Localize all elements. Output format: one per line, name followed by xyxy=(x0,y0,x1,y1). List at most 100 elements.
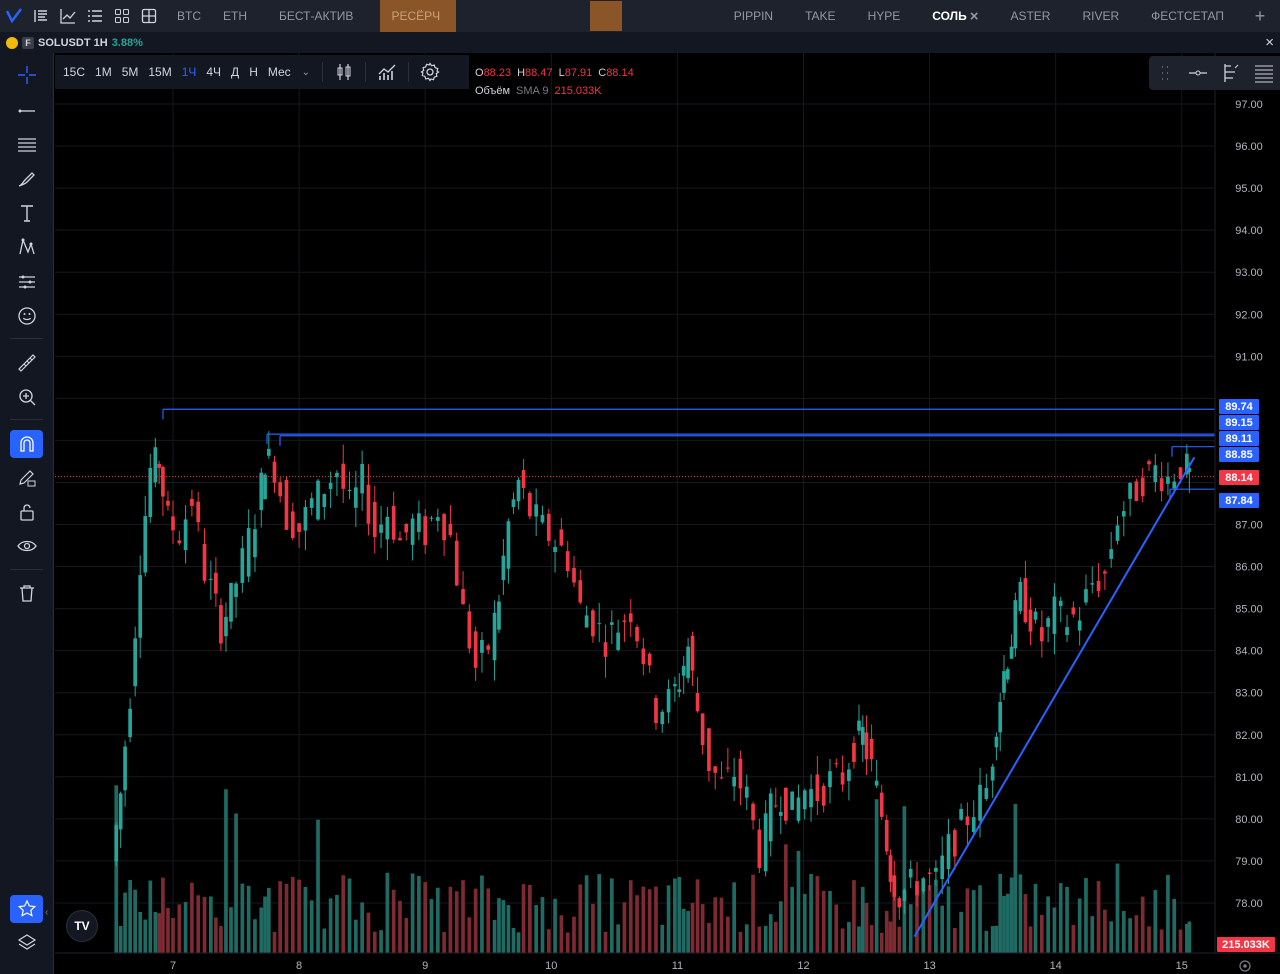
tradingview-logo[interactable]: TV xyxy=(66,910,98,942)
level-badge[interactable] xyxy=(1219,399,1259,414)
tab-right-3[interactable]: СОЛЬ × xyxy=(916,0,994,32)
candle-body xyxy=(1071,607,1076,615)
interval-2[interactable]: 5М xyxy=(121,65,139,79)
indicators-icon[interactable] xyxy=(372,55,402,89)
lock-icon[interactable] xyxy=(10,498,43,526)
collapse-toolbar-arrow-icon[interactable]: ‹ xyxy=(45,906,49,918)
drag-handle-icon[interactable] xyxy=(1154,62,1176,84)
close-symbol-button[interactable]: × xyxy=(1265,34,1274,51)
settings-icon[interactable] xyxy=(415,55,445,89)
tab-left-1[interactable]: ETH xyxy=(212,0,258,32)
trash-icon[interactable] xyxy=(10,579,43,607)
volume-bar xyxy=(681,908,686,953)
interval-0[interactable]: 15С xyxy=(63,65,86,79)
candle-body xyxy=(114,824,119,862)
price-range-icon[interactable] xyxy=(1220,62,1242,84)
tab-right-4[interactable]: ASTER xyxy=(994,0,1066,32)
toolbar-divider xyxy=(10,419,43,420)
close-tab-icon[interactable]: × xyxy=(969,7,979,25)
interval-7[interactable]: Н xyxy=(249,65,258,79)
volume-bar xyxy=(971,890,976,953)
watchlist-icon[interactable] xyxy=(27,0,54,32)
interval-8[interactable]: Мес xyxy=(267,65,291,79)
tab-left-3[interactable]: РЕСЁРЧ xyxy=(380,0,457,32)
level-badge[interactable] xyxy=(1219,415,1259,430)
volume-bar xyxy=(994,925,999,953)
candle-body xyxy=(263,474,267,500)
layers-icon[interactable] xyxy=(10,929,43,957)
volume-label[interactable]: Объём xyxy=(475,85,511,97)
level-badge[interactable] xyxy=(1219,493,1259,508)
zoom-in-tool-icon[interactable] xyxy=(10,383,43,411)
chevron-down-icon[interactable]: ⌄ xyxy=(301,66,311,78)
candle-body xyxy=(864,732,869,760)
tab-right-5[interactable]: RIVER xyxy=(1066,0,1135,32)
axis-settings-icon[interactable] xyxy=(1239,960,1251,972)
volume-bar xyxy=(738,931,743,953)
logo-icon[interactable] xyxy=(0,0,27,32)
layout-grid-icon[interactable] xyxy=(108,0,135,32)
chart-line-icon[interactable] xyxy=(54,0,81,32)
candle-body xyxy=(473,631,478,668)
volume-bar xyxy=(902,806,907,953)
tab-left-0[interactable]: BTC xyxy=(166,0,212,32)
interval-6[interactable]: Д xyxy=(231,65,240,79)
tab-right-6[interactable]: ФЕСТСЕТАП xyxy=(1135,0,1240,32)
candle-body xyxy=(1002,671,1006,693)
prediction-tool-icon[interactable] xyxy=(10,268,43,296)
magnet-tool-icon[interactable] xyxy=(10,430,43,458)
tab-color-block[interactable] xyxy=(590,1,623,31)
candle-body xyxy=(908,868,913,878)
volume-bar xyxy=(1009,877,1014,953)
crosshair-tool-icon[interactable] xyxy=(10,61,43,89)
chart-pane[interactable]: 97.00 96.00 95.00 94.00 93.00 92.00 91.00 87.00… xyxy=(55,53,1280,974)
horizontal-line-icon[interactable] xyxy=(1187,62,1209,84)
fib-tool-icon[interactable] xyxy=(10,131,43,159)
interval-1[interactable]: 1М xyxy=(95,65,112,79)
fib-lines-icon[interactable] xyxy=(1253,62,1275,84)
volume-bar xyxy=(1096,881,1101,953)
eye-icon[interactable] xyxy=(10,532,43,560)
interval-3[interactable]: 15М xyxy=(148,65,172,79)
time-tick-label: 11 xyxy=(672,960,683,972)
trend-line[interactable] xyxy=(913,456,1196,938)
volume-badge xyxy=(1217,937,1275,952)
volume-bar xyxy=(309,900,314,953)
interval-4[interactable]: 1Ч xyxy=(181,65,197,79)
level-badge[interactable] xyxy=(1219,447,1259,462)
brush-tool-icon[interactable] xyxy=(10,165,43,193)
volume-bar xyxy=(534,905,539,953)
candle-body xyxy=(971,817,976,833)
tab-right-0[interactable]: PIPPIN xyxy=(718,0,789,32)
price-chart[interactable]: 97.00 96.00 95.00 94.00 93.00 92.00 91.00 87.00… xyxy=(55,53,1280,974)
pattern-tool-icon[interactable] xyxy=(10,233,43,261)
ruler-tool-icon[interactable] xyxy=(10,349,43,377)
candle-body xyxy=(372,501,377,538)
list-icon[interactable] xyxy=(81,0,108,32)
multi-chart-icon[interactable] xyxy=(135,0,162,32)
time-axis[interactable] xyxy=(55,953,1280,974)
text-tool-icon[interactable] xyxy=(10,199,43,227)
volume-bar xyxy=(660,924,665,953)
volume-bar xyxy=(528,884,532,953)
volume-bar xyxy=(410,873,415,953)
symbol-name[interactable]: SOLUSDT 1H xyxy=(38,36,108,49)
volume-bar xyxy=(869,925,874,953)
favorites-star-icon[interactable] xyxy=(10,895,43,923)
interval-5[interactable]: 4Ч xyxy=(206,65,222,79)
tab-right-2[interactable]: HYPE xyxy=(852,0,917,32)
price-axis[interactable] xyxy=(1215,53,1280,974)
volume-bar xyxy=(984,930,989,953)
lock-drawing-pencil-icon[interactable] xyxy=(10,464,43,492)
level-badge[interactable] xyxy=(1219,431,1259,446)
tab-right-1[interactable]: TAKE xyxy=(789,0,851,32)
candle-body xyxy=(921,878,926,892)
volume-bar xyxy=(1147,926,1151,953)
candles-icon[interactable] xyxy=(329,55,359,89)
add-tab-button[interactable]: + xyxy=(1254,5,1266,26)
emoji-tool-icon[interactable] xyxy=(10,302,43,330)
trend-line-tool-icon[interactable] xyxy=(10,97,43,125)
volume-bar xyxy=(884,910,889,953)
volume-bar xyxy=(622,902,627,953)
tab-left-2[interactable]: БЕСТ-АКТИВ xyxy=(268,0,364,32)
